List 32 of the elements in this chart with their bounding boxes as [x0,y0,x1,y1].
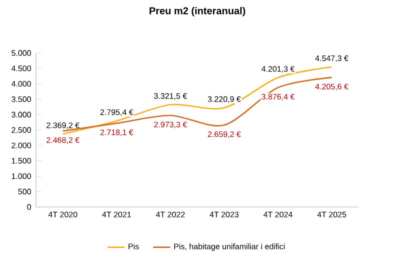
data-label: 4.547,3 € [315,55,348,62]
y-tick-label: 500 [18,188,31,194]
x-tick-label: 4T 2022 [156,212,185,218]
legend-label: Pis [128,243,139,250]
y-tick-label: 2.500 [12,127,31,133]
data-label: 2.369,2 € [46,122,80,130]
x-tick-label: 4T 2020 [48,212,78,218]
y-tick-label: 2.000 [12,142,31,148]
y-tick-label: 0 [27,204,31,210]
chart-title: Preu m2 (interanual) [150,6,246,16]
data-label: 3.220,9 € [208,96,241,103]
legend-label: Pis, habitage unifamiliar i edifici [174,243,285,251]
y-tick-label: 1.500 [12,158,31,164]
data-label: 4.205,6 € [315,84,348,90]
x-tick-label: 4T 2025 [317,212,346,218]
y-tick-label: 1.000 [12,173,31,180]
y-tick-label: 3.000 [12,112,31,118]
data-label: 2.795,4 € [100,109,134,116]
y-tick-label: 3.500 [12,96,31,102]
data-label: 2.659,2 € [208,131,241,138]
x-tick-label: 4T 2024 [264,212,292,218]
y-tick-label: 5.000 [12,50,31,56]
data-label: 2.718,1 € [100,130,134,136]
y-tick-label: 4.500 [11,66,31,72]
y-tick-label: 4.000 [11,80,31,87]
data-label: 2.468,2 € [46,137,80,144]
x-tick-label: 4T 2021 [102,212,131,218]
data-label: 2.973,3 € [154,122,188,128]
x-tick-label: 4T 2023 [210,212,239,218]
data-label: 4.201,3 € [262,66,295,73]
data-label: 3.876,4 € [262,94,295,100]
data-label: 3.321,5 € [154,93,188,100]
